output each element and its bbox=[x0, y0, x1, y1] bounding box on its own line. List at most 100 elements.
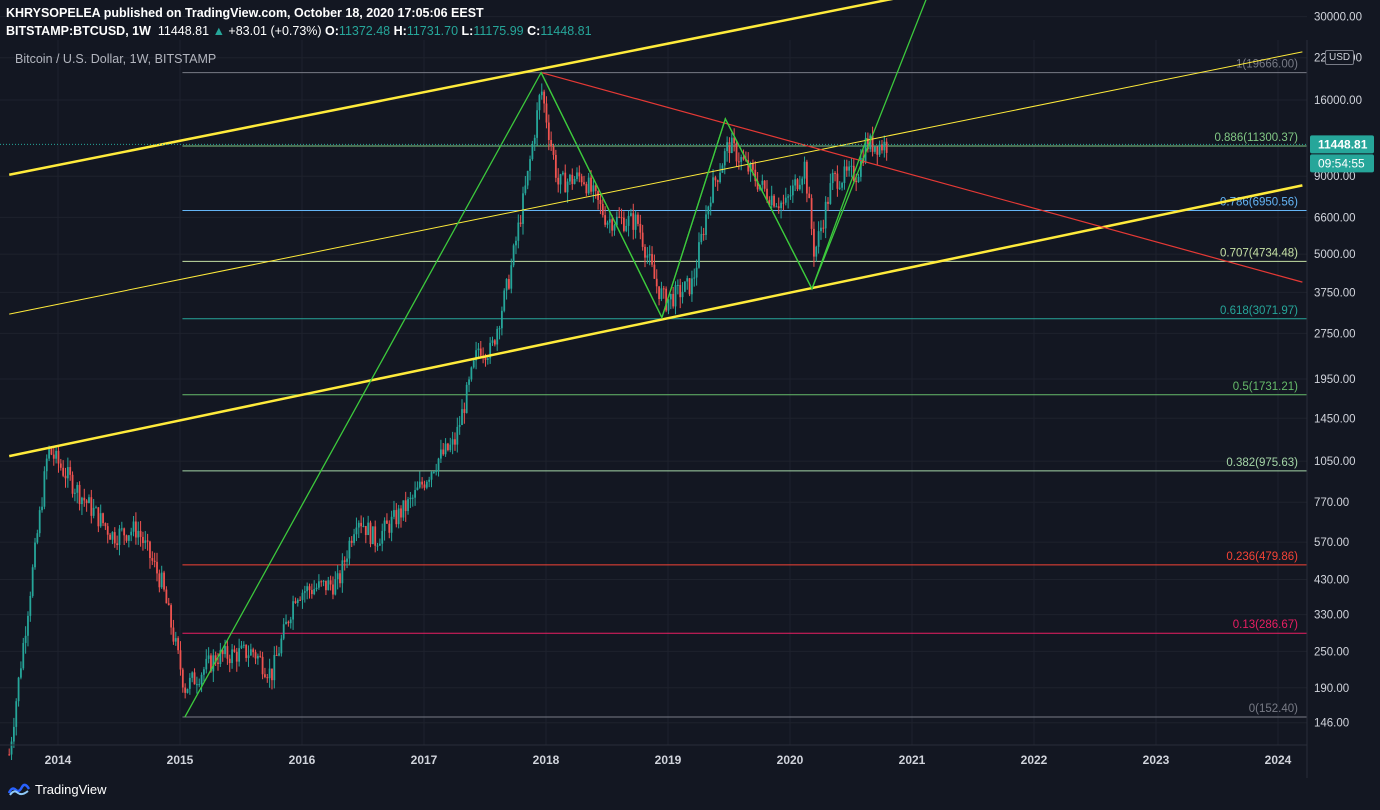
candle-body bbox=[686, 278, 689, 282]
candle-body bbox=[256, 655, 259, 659]
candle-body bbox=[637, 214, 639, 224]
candle-body bbox=[688, 278, 691, 295]
candle-body bbox=[411, 497, 414, 499]
candle-body bbox=[200, 674, 203, 685]
candle-body bbox=[627, 215, 630, 226]
tradingview-brand[interactable]: TradingView bbox=[8, 782, 107, 797]
price-tick-label: 5000.00 bbox=[1314, 249, 1356, 261]
candle-body bbox=[55, 450, 58, 459]
candle-body bbox=[146, 540, 149, 542]
candle-body bbox=[73, 492, 76, 494]
candle-body bbox=[881, 144, 883, 151]
candle-body bbox=[207, 655, 210, 659]
candle-body bbox=[313, 589, 316, 595]
candle-body bbox=[43, 471, 46, 507]
candle-body bbox=[386, 520, 388, 524]
candle-body bbox=[679, 284, 682, 298]
candle-body bbox=[27, 615, 29, 636]
candle-body bbox=[184, 687, 187, 693]
candle-body bbox=[543, 91, 546, 104]
candle-body bbox=[198, 684, 201, 686]
candle-body bbox=[529, 159, 531, 171]
candle-body bbox=[350, 540, 353, 543]
price-tick-label: 30000.00 bbox=[1314, 12, 1362, 24]
candle-body bbox=[505, 279, 508, 291]
candle-body bbox=[878, 144, 881, 155]
candle-body bbox=[775, 206, 778, 208]
candle-body bbox=[601, 204, 604, 216]
candle-body bbox=[651, 254, 653, 265]
candle-body bbox=[810, 198, 813, 229]
candle-body bbox=[515, 240, 517, 246]
candle-body bbox=[127, 535, 130, 541]
candle-body bbox=[57, 450, 60, 464]
fib-level-label: 0.13(286.67) bbox=[1233, 619, 1298, 631]
candle-body bbox=[212, 655, 215, 672]
candle-body bbox=[547, 122, 550, 140]
fib-level-label: 0.618(3071.97) bbox=[1220, 305, 1298, 317]
candle-body bbox=[71, 474, 74, 494]
close-label: C: bbox=[527, 24, 541, 38]
price-tick-label: 146.00 bbox=[1314, 718, 1349, 730]
candle-body bbox=[118, 528, 121, 546]
candle-body bbox=[137, 530, 140, 538]
candle-body bbox=[648, 254, 651, 256]
price-axis[interactable]: 55000.0040000.0030000.0022000.0016000.00… bbox=[1306, 0, 1380, 778]
last-price-badge bbox=[1310, 135, 1374, 154]
candle-body bbox=[798, 184, 801, 190]
candle-body bbox=[587, 177, 590, 194]
candle-body bbox=[357, 522, 360, 528]
candle-body bbox=[172, 627, 175, 642]
candle-body bbox=[641, 232, 644, 247]
candle-body bbox=[423, 484, 426, 488]
price-tick-label: 1050.00 bbox=[1314, 456, 1356, 468]
candle-body bbox=[203, 669, 205, 675]
candle-body bbox=[268, 668, 271, 679]
countdown-label: 09:54:55 bbox=[1318, 156, 1365, 170]
candle-body bbox=[632, 213, 635, 230]
candle-body bbox=[224, 646, 226, 655]
candle-body bbox=[866, 138, 869, 150]
candle-body bbox=[165, 589, 168, 604]
candle-body bbox=[125, 535, 128, 541]
candle-body bbox=[317, 581, 320, 588]
candle-body bbox=[315, 587, 318, 590]
candle-body bbox=[498, 328, 501, 330]
candle-body bbox=[655, 278, 658, 287]
candle-body bbox=[15, 701, 18, 727]
candle-body bbox=[578, 172, 581, 177]
candle-body bbox=[193, 672, 196, 685]
candle-body bbox=[827, 201, 829, 204]
candle-body bbox=[144, 540, 147, 544]
candle-body bbox=[343, 560, 346, 562]
high-value: 11731.70 bbox=[406, 24, 459, 38]
candle-body bbox=[235, 651, 238, 662]
candle-body bbox=[472, 360, 475, 368]
candle-body bbox=[205, 658, 208, 670]
tradingview-logo-icon bbox=[8, 783, 30, 796]
candle-body bbox=[439, 449, 442, 459]
candle-body bbox=[397, 508, 400, 525]
candle-body bbox=[683, 281, 686, 292]
candle-body bbox=[371, 526, 374, 545]
price-tick-label: 1950.00 bbox=[1314, 374, 1356, 386]
candle-body bbox=[726, 142, 729, 152]
candle-body bbox=[123, 528, 126, 536]
currency-badge[interactable]: USD bbox=[1325, 50, 1355, 65]
close-value: 11448.81 bbox=[540, 24, 592, 38]
candle-body bbox=[766, 188, 768, 200]
time-axis[interactable]: 2014 2015 2016 2017 2018 2019 2020 2021 2022 2023… bbox=[0, 744, 1307, 767]
candle-body bbox=[395, 510, 398, 525]
candle-body bbox=[512, 245, 515, 266]
candle-body bbox=[700, 233, 703, 243]
candle-body bbox=[580, 176, 583, 183]
candle-body bbox=[264, 674, 266, 678]
candle-body bbox=[90, 497, 93, 516]
ohlc-row: BITSTAMP:BTCUSD, 1W 11448.81 ▲ +83.01 (+… bbox=[6, 22, 592, 40]
candle-body bbox=[594, 185, 597, 191]
candle-body bbox=[139, 530, 142, 537]
candle-body bbox=[299, 599, 302, 601]
price-tick-label: 9000.00 bbox=[1314, 171, 1356, 183]
candle-body bbox=[334, 579, 337, 595]
